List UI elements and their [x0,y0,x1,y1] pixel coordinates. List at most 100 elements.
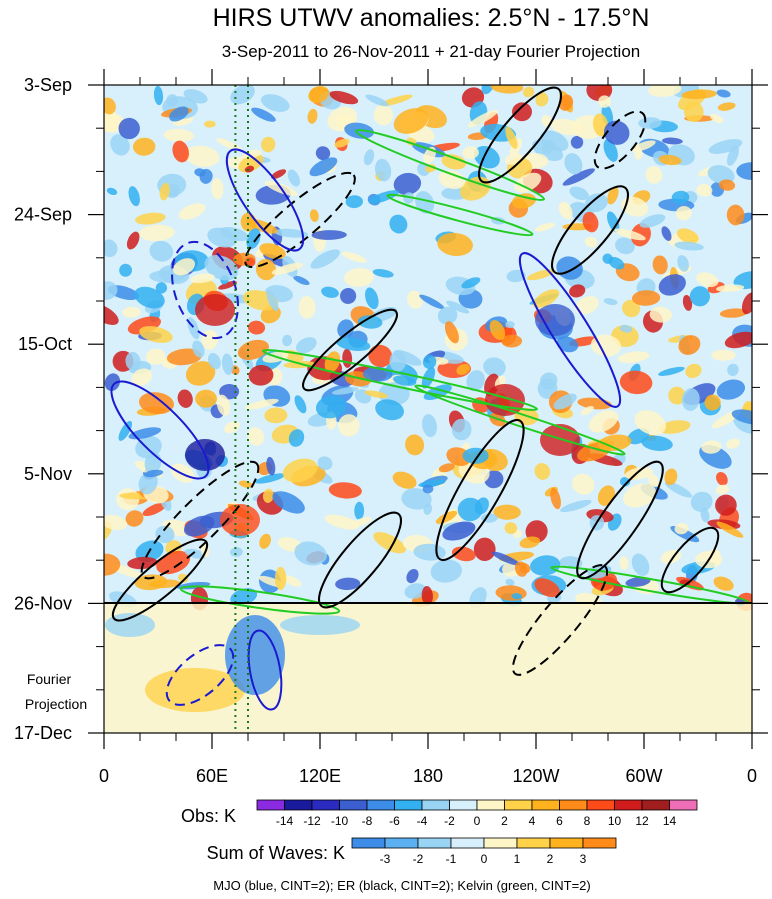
anomaly-patch [719,308,748,318]
anomaly-patch [437,306,458,325]
anomaly-patch [282,458,318,483]
anomaly-patch [580,406,594,416]
y-tick-label: 24-Sep [14,205,72,225]
anomaly-patch [685,363,702,379]
anomaly-patch [724,331,752,349]
anomaly-patch [112,564,143,578]
anomaly-patch [603,139,618,162]
anomaly-patch [582,211,599,233]
anomaly-patch [104,514,128,531]
anomaly-patch [166,348,202,366]
anomaly-patch [293,275,310,286]
anomaly-patch [364,390,388,399]
anomaly-patch [467,109,498,128]
anomaly-patch [675,205,692,221]
anomaly-patch [177,389,193,408]
projection-patch [225,615,285,695]
anomaly-patch [526,269,555,281]
anomaly-patch [553,393,577,410]
anomaly-patch [619,324,633,333]
x-tick-label: 60E [196,766,228,786]
anomaly-patch [569,186,589,201]
mjo-contour [110,380,210,480]
anomaly-patch [118,420,133,441]
anomaly-patch [247,320,266,335]
anomaly-patch [294,395,307,414]
anomaly-patch [104,97,116,115]
anomaly-patch [664,481,693,498]
anomaly-patch [368,190,400,204]
anomaly-patch [504,153,523,165]
anomaly-patch [701,440,722,454]
anomaly-patch [550,118,584,136]
reference-lines [234,85,249,733]
anomaly-patch [704,394,721,411]
anomaly-patch [248,364,274,386]
obs-color-box [476,799,505,811]
anomaly-patch [632,290,661,306]
anomaly-patch [530,555,561,576]
anomaly-patch [403,192,415,204]
anomaly-patch [272,491,305,514]
anomaly-patch [294,541,327,566]
anomaly-patch [139,224,175,242]
plot-area [104,85,752,733]
anomaly-patch [726,204,745,226]
anomaly-patch [282,334,293,347]
anomaly-patch [564,153,583,175]
anomaly-patch [328,482,362,499]
waves-color-box [384,837,419,849]
er-contour [478,86,562,184]
anomaly-patch [309,157,338,177]
kelvin-contour [262,349,538,411]
anomaly-patch [131,368,153,386]
anomaly-patch [365,287,379,310]
anomaly-patch [435,510,458,524]
anomaly-patch [345,195,363,209]
anomaly-patch [716,284,745,292]
anomaly-patch [110,134,130,156]
anomaly-patch [668,386,686,405]
anomaly-patch [607,186,619,205]
anomaly-patch [535,92,549,107]
anomaly-patch [625,576,651,587]
anomaly-patch [515,561,528,577]
projection-field [105,613,360,712]
y-tick-label: 26-Nov [14,593,72,613]
anomaly-patch [421,586,433,606]
anomaly-patch [716,379,746,400]
anomaly-patch [251,107,276,122]
anomaly-patch [575,296,599,315]
anomaly-patch [491,551,520,566]
er-contour [551,185,629,275]
anomaly-patch [224,421,240,434]
anomaly-patch [178,573,189,583]
kelvin-contour [386,193,534,237]
anomaly-patch [556,336,579,353]
anomaly-patch [708,139,743,154]
anomaly-patch [606,211,620,233]
anomaly-patch [166,94,178,107]
obs-level-label: 0 [474,814,481,828]
anomaly-patch [104,553,121,576]
anomaly-patch [532,289,560,309]
anomaly-patch [261,94,290,112]
anomaly-patch [590,334,622,357]
anomaly-patch [511,593,523,600]
obs-level-label: -12 [303,814,321,828]
y-tick-label: 3-Sep [24,75,72,95]
anomaly-patch [726,145,740,166]
anomaly-patch [310,249,340,269]
anomaly-patch [155,282,168,294]
anomaly-patch [603,120,630,145]
er-contour [318,511,402,609]
anomaly-patch [185,145,220,167]
fourier-projection-area [104,603,752,733]
anomaly-patch [237,339,269,360]
anomaly-patch [125,351,141,371]
waves-color-box [549,837,584,849]
anomaly-patch [118,117,140,140]
anomaly-patch [421,366,436,389]
anomaly-patch [163,128,194,143]
